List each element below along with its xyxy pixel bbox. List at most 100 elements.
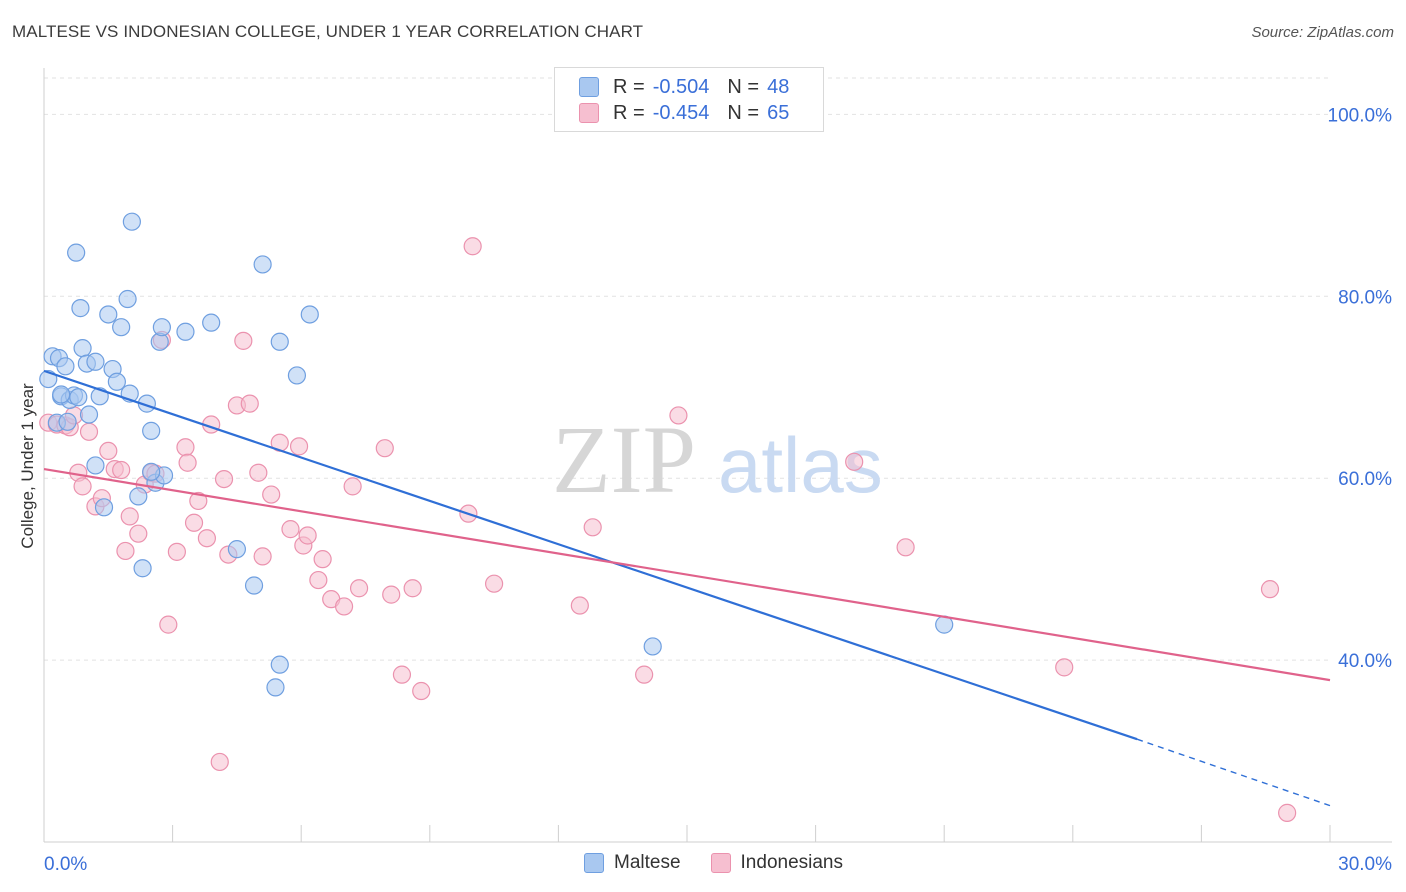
indonesians-point	[112, 460, 131, 480]
maltese-point	[71, 299, 90, 318]
indonesians-points	[39, 237, 1297, 822]
maltese-r-value: -0.504	[652, 75, 710, 98]
indonesians-legend-swatch	[710, 853, 731, 873]
indonesians-point	[896, 538, 915, 557]
maltese-point	[142, 421, 161, 440]
maltese-swatch	[579, 77, 599, 97]
maltese-point	[79, 405, 99, 424]
correlation-legend: R = -0.504 N = 48 R = -0.454 N = 65	[554, 67, 824, 132]
indonesians-point	[189, 491, 208, 511]
indonesians-point	[845, 452, 864, 471]
maltese-point	[253, 255, 272, 274]
indonesians-point	[1278, 803, 1297, 822]
maltese-point	[129, 487, 148, 506]
indonesians-point	[635, 665, 654, 684]
y-axis-label: College, Under 1 year	[18, 383, 37, 549]
indonesians-point	[234, 331, 253, 350]
indonesians-point	[392, 665, 412, 684]
indonesians-point	[281, 520, 300, 539]
indonesians-point	[184, 513, 204, 532]
maltese-point	[142, 462, 161, 481]
indonesians-r-value: -0.454	[652, 101, 710, 124]
indonesians-point	[176, 438, 195, 457]
indonesians-point	[167, 542, 186, 561]
axes	[43, 68, 1392, 843]
chart-title: MALTESE VS INDONESIAN COLLEGE, UNDER 1 Y…	[12, 22, 644, 41]
maltese-point	[107, 372, 126, 391]
x-tick-label: 0.0%	[44, 854, 87, 875]
legend-row-maltese: R = -0.504 N = 48	[579, 75, 789, 99]
r-label: R =	[613, 75, 645, 98]
maltese-point	[86, 456, 105, 475]
indonesians-point	[249, 463, 268, 482]
indonesians-point	[1055, 658, 1074, 677]
maltese-trend-extension	[1136, 738, 1331, 807]
maltese-point	[73, 339, 92, 358]
maltese-point	[300, 305, 319, 324]
indonesians-point	[570, 596, 589, 615]
indonesians-point	[253, 547, 272, 566]
indonesians-point	[289, 437, 309, 456]
maltese-point	[270, 332, 289, 351]
maltese-points	[39, 212, 954, 697]
maltese-point	[643, 637, 662, 656]
legend-item-maltese: Maltese	[584, 852, 681, 874]
indonesians-point	[129, 524, 148, 543]
indonesians-point	[309, 570, 328, 590]
indonesians-point	[262, 485, 281, 504]
maltese-point	[118, 289, 137, 309]
indonesians-point	[463, 237, 482, 256]
maltese-point	[270, 655, 289, 674]
maltese-trend-line	[43, 369, 1138, 741]
indonesians-point	[485, 574, 504, 593]
trend-lines	[43, 369, 1331, 807]
indonesians-point	[382, 585, 401, 604]
indonesians-point	[313, 550, 332, 569]
indonesians-point	[349, 579, 369, 598]
indonesians-point	[583, 518, 602, 537]
indonesians-point	[375, 439, 394, 458]
indonesians-point	[79, 422, 99, 441]
maltese-point	[244, 576, 264, 595]
maltese-point	[122, 212, 141, 231]
n-label: N =	[727, 101, 760, 124]
y-tick-label: 100.0%	[1328, 105, 1393, 126]
maltese-point	[176, 322, 195, 341]
indonesians-point	[116, 541, 135, 561]
maltese-point	[152, 318, 171, 337]
indonesians-point	[334, 597, 354, 616]
indonesians-point	[298, 526, 317, 545]
indonesians-point	[403, 579, 422, 598]
maltese-point	[99, 305, 118, 324]
indonesians-point	[73, 477, 92, 496]
indonesians-point	[159, 615, 178, 634]
maltese-point	[67, 243, 86, 262]
series-legend: Maltese Indonesians	[584, 852, 873, 874]
indonesians-trend-line	[43, 468, 1331, 682]
legend-row-indonesians: R = -0.454 N = 65	[579, 101, 789, 125]
y-tick-label: 40.0%	[1338, 651, 1392, 672]
n-label: N =	[727, 75, 760, 98]
maltese-legend-swatch	[584, 853, 604, 873]
maltese-point	[202, 313, 221, 332]
r-label: R =	[613, 101, 645, 124]
indonesians-point	[178, 453, 197, 472]
indonesians-point	[669, 406, 688, 425]
maltese-point	[287, 366, 307, 385]
watermark-zip: ZIP	[552, 406, 696, 513]
indonesians-point	[210, 752, 229, 772]
indonesians-point	[1260, 580, 1280, 599]
maltese-point	[58, 412, 77, 431]
indonesians-point	[412, 681, 431, 701]
indonesians-point	[197, 529, 216, 548]
source-label: Source: ZipAtlas.com	[1251, 24, 1394, 41]
maltese-legend-label: Maltese	[614, 852, 681, 873]
grid-lines	[44, 77, 1330, 661]
maltese-point	[266, 678, 285, 697]
legend-item-indonesians: Indonesians	[710, 852, 843, 874]
maltese-point	[52, 385, 71, 404]
y-tick-label: 60.0%	[1338, 469, 1392, 490]
maltese-point	[69, 388, 88, 407]
maltese-n-value: 48	[767, 75, 790, 98]
